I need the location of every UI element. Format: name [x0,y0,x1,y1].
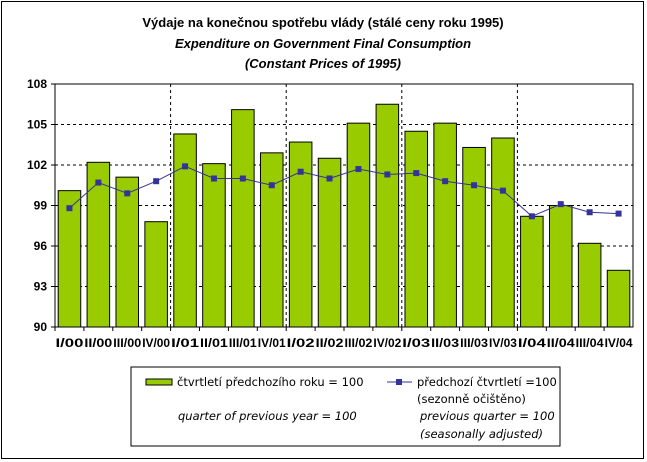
line-point-ii-03 [442,178,449,185]
x-tick-label: II/00 [84,336,112,350]
x-tick-label: IV/04 [605,336,633,350]
x-tick-label: IV/03 [489,336,517,350]
line-point-i-04 [528,213,535,220]
line-point-iv-00 [153,178,160,185]
chart-title: Výdaje na konečnou spotřebu vlády (stálé… [142,15,503,30]
y-tick-label: 96 [34,239,48,253]
line-point-ii-02 [326,175,333,182]
line-point-iii-00 [124,190,131,197]
bar-iii-02 [346,122,371,328]
x-tick-label: III/00 [113,336,141,350]
line-point-iii-01 [239,175,246,182]
bar-iii-04 [577,242,602,328]
x-tick-label: II/01 [200,336,228,350]
bar-iv-01 [259,152,284,328]
bar-ii-02 [317,157,342,328]
legend-bar-label: čtvrtletí předchozího roku = 100 [177,375,364,389]
series-line [69,165,619,217]
legend-bar-swatch [145,378,173,386]
x-tick-label: IV/00 [142,336,170,350]
bar-iv-00 [144,221,168,328]
x-tick-label: II/02 [316,336,344,350]
bar-ii-03 [433,122,457,328]
y-tick-label: 93 [34,280,48,294]
legend-line-label-en: previous quarter = 100 [419,409,555,423]
chart-subtitle-prices: (Constant Prices of 1995) [245,56,401,71]
bar-ii-04 [548,205,573,328]
x-tick-label: II/03 [431,336,459,350]
bar-iv-03 [491,137,515,328]
bar-iii-01 [231,109,255,328]
legend-box [130,366,561,447]
legend-line-marker [396,379,402,385]
legend-line-label: předchozí čtvrtletí =100 [417,375,557,389]
line-point-ii-04 [557,201,564,208]
legend-line-label-2: (sezonně očištěno) [417,392,526,406]
x-tick-label: I/00 [56,336,84,350]
bar-ii-00 [86,161,111,328]
line-point-iv-04 [615,210,622,217]
x-tick-label: II/04 [547,336,575,350]
bar-iv-02 [375,103,400,328]
y-tick-label: 99 [34,199,48,213]
line-point-ii-00 [95,179,102,186]
x-tick-label: I/01 [171,336,199,350]
y-tick-label: 108 [27,77,47,91]
x-tick-label: III/03 [460,336,488,350]
line-point-iv-02 [384,171,391,178]
y-tick-label: 102 [27,158,47,172]
bar-i-01 [173,133,197,328]
x-tick-label: III/01 [229,336,257,350]
line-point-iii-02 [355,166,362,173]
line-point-ii-01 [210,175,217,182]
line-point-iii-04 [586,209,593,216]
y-tick-label: 105 [27,118,47,132]
bar-i-04 [520,215,544,328]
y-tick-label: 90 [34,320,48,334]
x-tick-label: III/04 [576,336,604,350]
line-point-iv-01 [268,182,275,189]
x-tick-label: III/02 [345,336,373,350]
bar-ii-01 [202,163,226,328]
chart-subtitle-en: Expenditure on Government Final Consumpt… [175,36,471,51]
x-tick-label: IV/02 [373,336,401,350]
x-tick-label: IV/01 [258,336,286,350]
line-point-i-03 [413,170,420,177]
x-tick-label: I/04 [518,336,546,350]
bar-i-03 [404,130,429,328]
line-point-i-02 [297,168,304,175]
line-point-iii-03 [471,182,478,189]
legend: čtvrtletí předchozího roku = 100 quarter… [130,366,561,447]
line-point-i-01 [182,163,189,170]
line-point-iv-03 [499,187,506,194]
legend-line-label-en-2: (seasonally adjusted) [420,427,543,441]
line-point-i-00 [66,205,73,212]
bar-iii-03 [462,146,486,328]
bar-iii-00 [115,176,140,328]
x-tick-label: I/03 [402,336,430,350]
bar-iv-04 [606,269,631,328]
legend-bar-label-en: quarter of previous year = 100 [178,409,357,423]
x-tick-label: I/02 [287,336,315,350]
